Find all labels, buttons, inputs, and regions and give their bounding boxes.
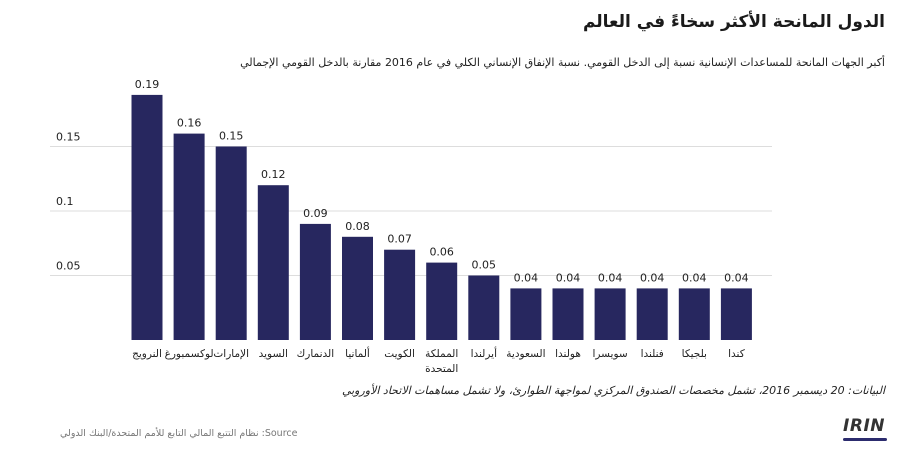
bar: [552, 288, 584, 340]
bar: [215, 146, 247, 340]
bar-value-label: 0.06: [429, 246, 454, 259]
x-tick-label: أيرلندا: [471, 346, 498, 360]
x-tick-label: النرويج: [132, 348, 162, 360]
x-tick-label: سويسرا: [592, 348, 627, 360]
x-tick-label: هولندا: [555, 348, 581, 360]
x-tick-label: المملكة: [425, 348, 458, 360]
y-tick-label: 0.1: [56, 195, 74, 208]
x-tick-label: السويد: [259, 348, 288, 360]
bar: [384, 249, 416, 340]
bar: [510, 288, 542, 340]
bar: [720, 288, 752, 340]
logo-swoosh-icon: [843, 438, 887, 441]
source-text: نظام التتبع المالي التابع للأمم المتحدة/…: [60, 428, 298, 439]
bar: [173, 133, 205, 340]
bar: [468, 275, 500, 340]
bar-value-label: 0.08: [345, 220, 370, 233]
bar: [426, 262, 458, 340]
bar-value-label: 0.05: [472, 259, 497, 272]
x-tick-label: الدنمارك: [297, 348, 335, 360]
chart-title: الدول المانحة الأكثر سخاءً في العالم: [582, 12, 885, 32]
y-tick-label: 0.15: [56, 131, 81, 144]
bar-value-label: 0.04: [598, 271, 623, 284]
bar-value-label: 0.04: [514, 271, 539, 284]
x-tick-label: كندا: [728, 348, 745, 360]
bar-value-label: 0.15: [219, 130, 244, 143]
bar-value-label: 0.04: [556, 271, 581, 284]
bar-value-label: 0.16: [177, 117, 202, 130]
bar-value-label: 0.04: [682, 271, 707, 284]
bar-value-label: 0.04: [640, 271, 665, 284]
bar-value-label: 0.12: [261, 168, 286, 181]
x-tick-label: السعودية: [506, 348, 545, 360]
x-tick-label: ألمانيا: [345, 346, 370, 360]
chart-subtitle: أكبر الجهات المانحة للمساعدات الإنسانية …: [240, 56, 885, 69]
data-note: البيانات: 20 ديسمبر 2016، تشمل مخصصات ال…: [341, 384, 885, 397]
irin-logo: IRIN: [843, 416, 885, 436]
bar-value-label: 0.04: [724, 271, 749, 284]
x-tick-label: المتحدة: [425, 363, 458, 375]
bar-value-label: 0.19: [135, 78, 160, 91]
bar: [636, 288, 668, 340]
bar: [131, 94, 163, 341]
x-tick-label: الإمارات: [213, 348, 249, 360]
bar-value-label: 0.09: [303, 207, 328, 220]
x-tick-label: الكويت: [384, 348, 415, 360]
bar: [257, 185, 289, 340]
bar: [594, 288, 626, 340]
x-tick-label: فنلندا: [641, 348, 664, 360]
bar-value-label: 0.07: [387, 233, 412, 246]
bar: [342, 236, 373, 340]
y-tick-label: 0.05: [56, 260, 81, 273]
x-tick-label: لوكسمبورغ: [165, 348, 214, 360]
bar: [299, 223, 331, 340]
bar: [678, 288, 710, 340]
x-tick-label: بلجيكا: [682, 348, 707, 360]
